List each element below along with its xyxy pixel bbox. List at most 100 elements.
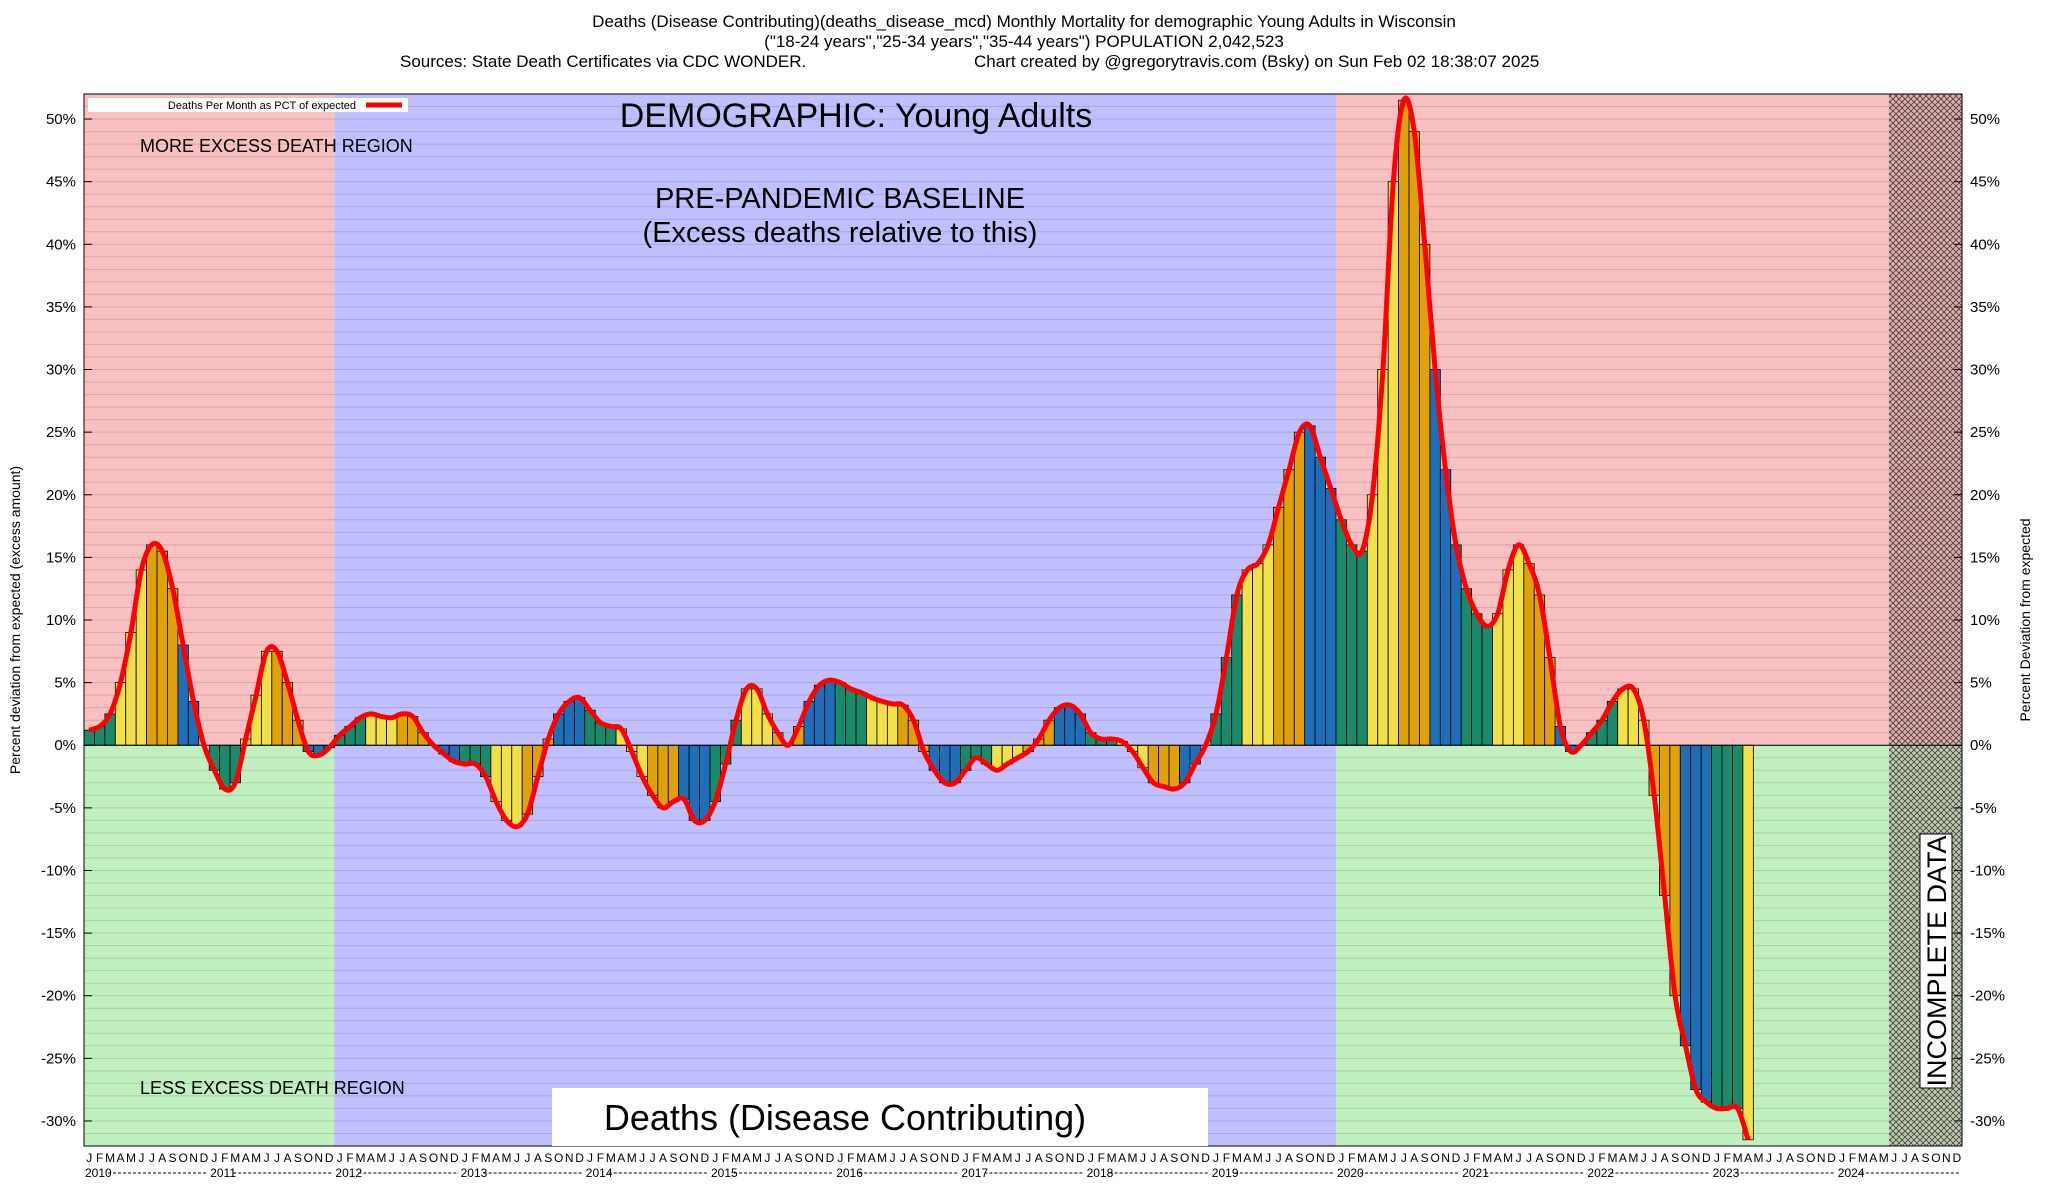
- x-month-label: N: [440, 1151, 449, 1165]
- y-tick-label-right: 15%: [1970, 549, 2000, 566]
- bar: [1408, 131, 1420, 746]
- x-month-label: M: [251, 1151, 261, 1165]
- x-year-label: 2023: [1713, 1166, 1740, 1180]
- bar: [1419, 243, 1431, 746]
- x-month-label: S: [795, 1151, 803, 1165]
- x-month-label: A: [784, 1151, 792, 1165]
- chart-source-line: Sources: State Death Certificates via CD…: [0, 52, 2048, 72]
- x-month-label: O: [1806, 1151, 1815, 1165]
- x-month-label: J: [1776, 1151, 1782, 1165]
- bar: [156, 550, 168, 746]
- x-month-label: A: [1035, 1151, 1043, 1165]
- y-tick-label-left: -30%: [41, 1113, 76, 1130]
- x-month-label: A: [158, 1151, 166, 1165]
- x-year-label: 2020: [1337, 1166, 1364, 1180]
- y-tick-label-right: -10%: [1970, 862, 2005, 879]
- y-tick-label-right: 50%: [1970, 111, 2000, 128]
- baseline-label: PRE-PANDEMIC BASELINE: [655, 183, 1025, 215]
- x-month-label: J: [138, 1151, 144, 1165]
- x-month-label: A: [1661, 1151, 1669, 1165]
- x-month-label: J: [337, 1151, 343, 1165]
- y-tick-label-left: 50%: [46, 111, 76, 128]
- x-month-label: M: [1253, 1151, 1263, 1165]
- x-month-label: M: [752, 1151, 762, 1165]
- y-tick-label-left: 45%: [46, 174, 76, 191]
- y-tick-label-right: 25%: [1970, 424, 2000, 441]
- bar: [375, 716, 387, 746]
- y-tick-label-left: -5%: [49, 800, 76, 817]
- x-month-label: M: [1733, 1151, 1743, 1165]
- x-month-label: M: [981, 1151, 991, 1165]
- x-year-label: 2016: [836, 1166, 863, 1180]
- y-tick-label-right: -5%: [1970, 800, 1997, 817]
- x-month-label: O: [1931, 1151, 1940, 1165]
- x-month-label: A: [1494, 1151, 1502, 1165]
- x-month-label: J: [1641, 1151, 1647, 1165]
- x-month-label: S: [669, 1151, 677, 1165]
- x-month-label: J: [1902, 1151, 1908, 1165]
- x-month-label: A: [1243, 1151, 1251, 1165]
- x-month-label: J: [1714, 1151, 1720, 1165]
- x-month-label: F: [472, 1151, 479, 1165]
- x-month-label: A: [1410, 1151, 1418, 1165]
- x-month-label: M: [1754, 1151, 1764, 1165]
- x-month-label: M: [1128, 1151, 1138, 1165]
- x-month-label: M: [230, 1151, 240, 1165]
- x-month-label: J: [1516, 1151, 1522, 1165]
- bar: [146, 544, 158, 746]
- less-excess-label: LESS EXCESS DEATH REGION: [140, 1078, 405, 1098]
- bar: [1356, 550, 1368, 746]
- x-month-label: M: [1357, 1151, 1367, 1165]
- x-month-label: D: [1076, 1151, 1085, 1165]
- bar: [1742, 744, 1754, 1141]
- x-month-label: M: [126, 1151, 136, 1165]
- x-month-label: O: [554, 1151, 563, 1165]
- x-month-label: J: [1150, 1151, 1156, 1165]
- x-month-label: M: [856, 1151, 866, 1165]
- x-month-label: J: [775, 1151, 781, 1165]
- x-year-label: 2011: [210, 1166, 236, 1180]
- y-tick-label-right: -25%: [1970, 1050, 2005, 1067]
- y-tick-label-left: 20%: [46, 487, 76, 504]
- x-month-label: M: [606, 1151, 616, 1165]
- y-tick-label-right: 20%: [1970, 487, 2000, 504]
- x-month-label: N: [1566, 1151, 1575, 1165]
- y-tick-label-right: 35%: [1970, 299, 2000, 316]
- x-month-label: O: [304, 1151, 313, 1165]
- x-month-label: F: [221, 1151, 228, 1165]
- y-tick-label-left: -20%: [41, 988, 76, 1005]
- bar: [855, 692, 867, 746]
- x-month-label: A: [993, 1151, 1001, 1165]
- bar: [1721, 744, 1733, 1109]
- x-month-label: O: [1681, 1151, 1690, 1165]
- x-month-label: N: [1692, 1151, 1701, 1165]
- metric-label-box: [552, 1088, 1208, 1146]
- bar: [1314, 456, 1326, 746]
- x-month-label: J: [1589, 1151, 1595, 1165]
- x-month-label: J: [963, 1151, 969, 1165]
- x-month-label: N: [565, 1151, 574, 1165]
- x-year-label: 2014: [586, 1166, 613, 1180]
- bar: [365, 713, 377, 746]
- x-month-label: D: [450, 1151, 459, 1165]
- y-tick-label-left: 25%: [46, 424, 76, 441]
- x-month-label: N: [1817, 1151, 1826, 1165]
- y-tick-label-right: 30%: [1970, 362, 2000, 379]
- x-month-label: O: [1180, 1151, 1189, 1165]
- x-month-label: O: [679, 1151, 688, 1165]
- x-month-label: S: [1546, 1151, 1554, 1165]
- trend-line: [88, 95, 1751, 1141]
- x-month-label: J: [1651, 1151, 1657, 1165]
- x-month-label: J: [1401, 1151, 1407, 1165]
- bar: [83, 729, 95, 746]
- more-excess-label: MORE EXCESS DEATH REGION: [140, 136, 413, 156]
- x-month-label: A: [868, 1151, 876, 1165]
- x-month-label: S: [1921, 1151, 1929, 1165]
- x-month-label: M: [1628, 1151, 1638, 1165]
- y-tick-label-right: 45%: [1970, 174, 2000, 191]
- legend-label: Deaths Per Month as PCT of expected: [168, 100, 356, 112]
- x-month-label: J: [264, 1151, 270, 1165]
- y-tick-label-right: 10%: [1970, 612, 2000, 629]
- x-month-label: D: [1952, 1151, 1961, 1165]
- x-year-label: 2019: [1212, 1166, 1239, 1180]
